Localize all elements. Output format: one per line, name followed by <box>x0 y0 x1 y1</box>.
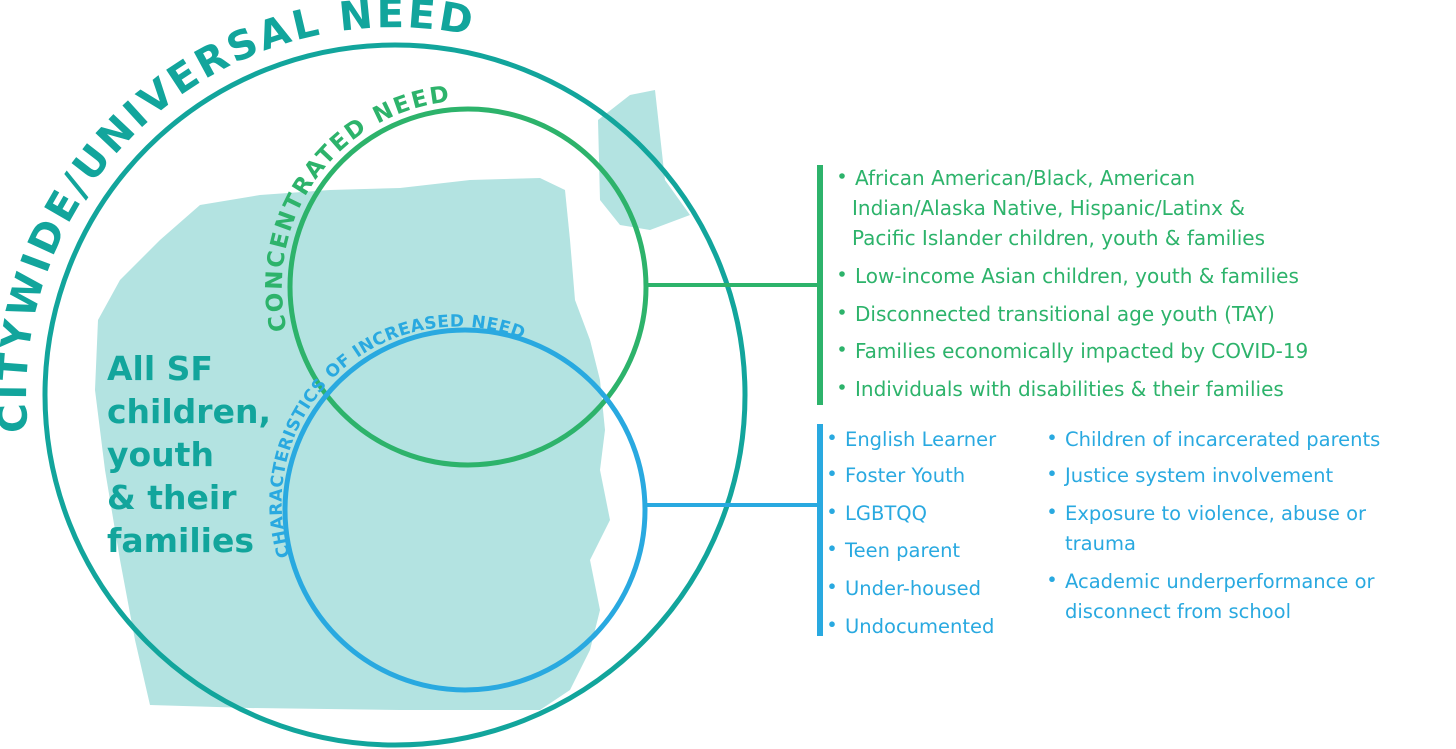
center-label: All SF <box>107 349 213 388</box>
list-item: Individuals with disabilities & their fa… <box>855 377 1284 401</box>
bullet <box>829 545 835 552</box>
bullet <box>839 309 845 315</box>
universal-circle <box>42 42 748 748</box>
list-item: Teen parent <box>844 539 960 562</box>
center-label: children, <box>107 392 271 431</box>
list-item: trauma <box>1065 532 1136 555</box>
center-label: & their <box>107 478 237 517</box>
bullet <box>829 434 835 441</box>
connectors <box>645 165 823 636</box>
list-item: Disconnected transitional age youth (TAY… <box>855 302 1275 326</box>
list-item: Undocumented <box>845 615 994 638</box>
list-item: Academic underperformance or <box>1065 570 1375 593</box>
list-item: Children of incarcerated parents <box>1065 428 1380 451</box>
list-item: Low-income Asian children, youth & famil… <box>855 264 1299 288</box>
increased-circle <box>282 327 648 693</box>
list-item: LGBTQQ <box>845 502 927 525</box>
center-label: youth <box>107 435 214 474</box>
list-item: Families economically impacted by COVID-… <box>855 339 1308 363</box>
bullet <box>839 173 845 179</box>
map <box>95 178 610 710</box>
bullet <box>1049 508 1055 515</box>
list-item: disconnect from school <box>1065 600 1291 623</box>
list-item: Pacific Islander children, youth & famil… <box>852 226 1265 250</box>
bullet <box>1049 434 1055 441</box>
center-label: families <box>107 521 254 560</box>
list-item: Exposure to violence, abuse or <box>1065 502 1367 525</box>
list-item: Foster Youth <box>845 464 965 487</box>
bullet <box>1049 576 1055 583</box>
bullet <box>839 384 845 390</box>
list-item: Indian/Alaska Native, Hispanic/Latinx & <box>852 196 1245 220</box>
list-item: English Learner <box>845 428 997 451</box>
bullet <box>839 346 845 352</box>
bullet <box>1049 470 1055 477</box>
map-pier <box>598 90 690 230</box>
bullet <box>839 271 845 277</box>
list-item: Justice system involvement <box>1063 464 1333 487</box>
bullet <box>829 470 835 477</box>
bullet <box>829 621 835 628</box>
list-item: African American/Black, American <box>855 166 1195 190</box>
list-item: Under-housed <box>845 577 981 600</box>
bullet <box>829 583 835 590</box>
bullet <box>829 508 835 515</box>
